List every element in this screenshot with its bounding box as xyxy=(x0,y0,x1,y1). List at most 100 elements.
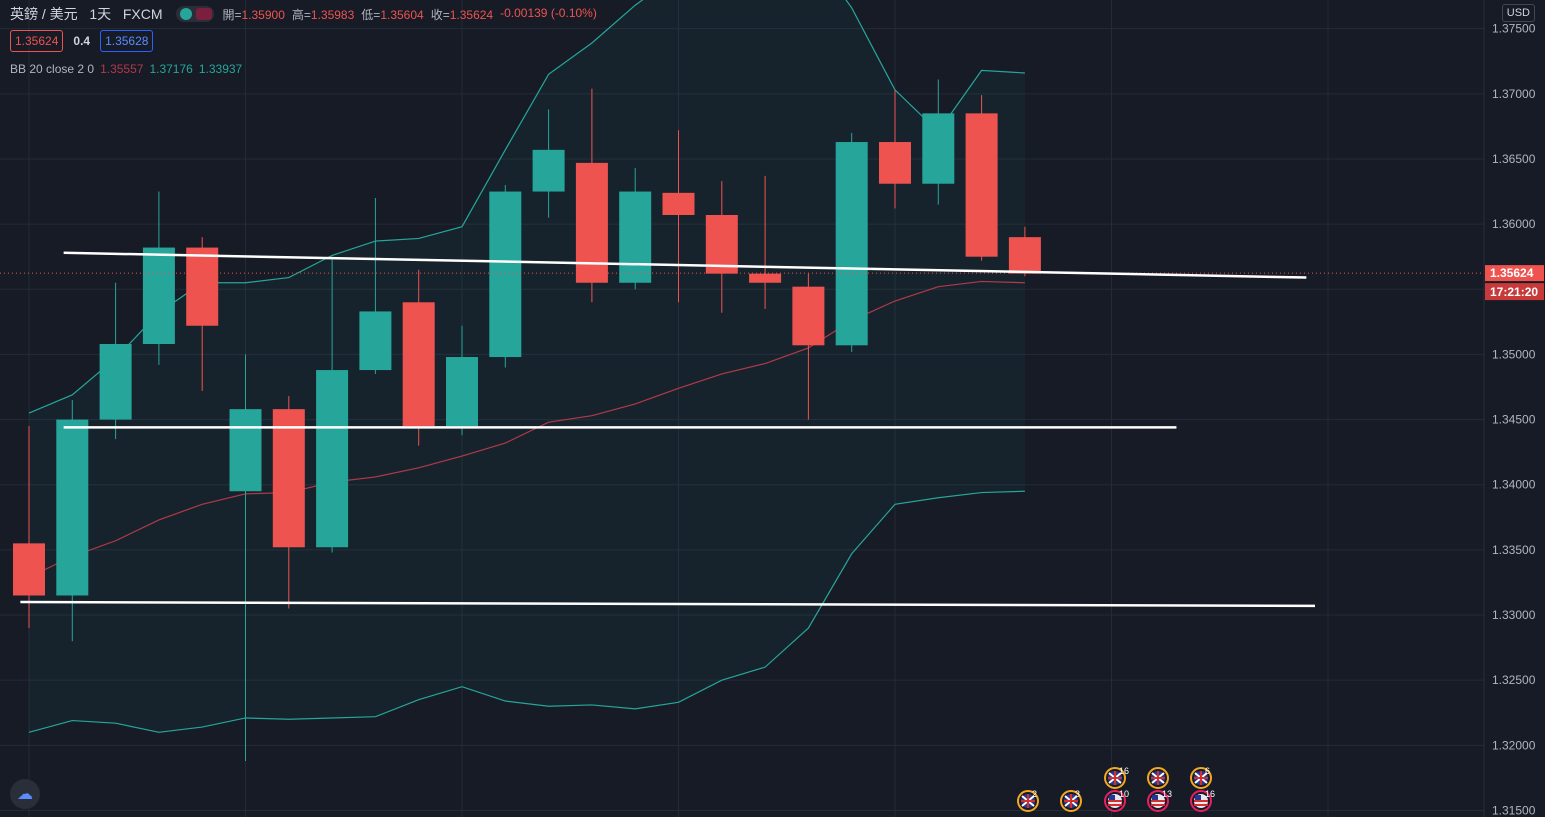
event-count: 6 xyxy=(1205,766,1210,776)
candle-body xyxy=(272,409,305,548)
bb-lower-value: 1.33937 xyxy=(198,62,243,76)
bb-lower-line xyxy=(28,490,1025,733)
price-tick-label: 1.33000 xyxy=(1492,608,1536,622)
candle-body xyxy=(662,192,695,215)
candle-body xyxy=(489,191,522,358)
candle-body xyxy=(922,113,955,184)
event-count: 16 xyxy=(1119,766,1129,776)
close-value: 1.35624 xyxy=(449,7,494,22)
tradingview-logo-button[interactable]: ☁ xyxy=(10,779,40,809)
candle-body xyxy=(56,419,89,596)
event-ring xyxy=(1104,767,1126,789)
price-tick-label: 1.37000 xyxy=(1492,87,1536,101)
price-tick-label: 1.32500 xyxy=(1492,673,1536,687)
bollinger-bands xyxy=(28,0,1025,733)
currency-badge[interactable]: USD xyxy=(1501,4,1535,22)
market-status-toggle[interactable] xyxy=(176,6,215,22)
countdown-tag xyxy=(1485,283,1544,301)
flag-icon xyxy=(196,8,213,20)
event-ring xyxy=(1147,767,1169,789)
last-price-tag xyxy=(1485,265,1544,282)
candle-body xyxy=(359,311,392,371)
event-count: 2 xyxy=(1032,789,1037,799)
event-ring xyxy=(1060,790,1082,812)
candles xyxy=(0,79,1484,761)
bb-basis-value: 1.35557 xyxy=(100,62,144,76)
uk-flag-icon xyxy=(1147,767,1169,789)
candle-body xyxy=(835,142,868,346)
event-ring xyxy=(1104,790,1126,812)
candle-body xyxy=(965,113,998,257)
flag-canton xyxy=(1195,795,1201,800)
chart-legend: 英鎊 / 美元 1天 FXCM 開=1.35900 高=1.35983 低=1.… xyxy=(10,5,597,76)
low-value: 1.35604 xyxy=(380,7,424,22)
high-label: 高= xyxy=(291,7,311,22)
uk-flag-icon: 16 xyxy=(1104,766,1129,789)
price-tick-label: 1.34500 xyxy=(1492,413,1536,427)
event-count: 13 xyxy=(1162,789,1172,799)
change-value: -0.00139 (-0.10%) xyxy=(500,5,597,20)
price-tick-label: 1.34000 xyxy=(1492,478,1536,492)
candle-body xyxy=(99,344,132,420)
bb-indicator-legend[interactable]: BB 20 close 2 0 1.35557 1.37176 1.33937 xyxy=(10,62,597,76)
price-tick-label: 1.32000 xyxy=(1492,738,1536,752)
event-ring xyxy=(1190,767,1212,789)
high-value: 1.35983 xyxy=(310,7,355,22)
low-label: 低= xyxy=(361,7,381,22)
event-count: 16 xyxy=(1205,789,1215,799)
candle-body xyxy=(13,543,45,596)
flag-canton xyxy=(1109,795,1115,800)
event-count: 3 xyxy=(1075,789,1080,799)
candle-body xyxy=(229,409,262,492)
event-count: 10 xyxy=(1119,789,1129,799)
close-label: 收= xyxy=(430,7,450,22)
price-axis[interactable]: 1.375001.370001.365001.360001.355001.350… xyxy=(1483,0,1545,817)
exchange-label: FXCM xyxy=(122,6,163,22)
flag-stripe xyxy=(1108,804,1122,806)
flag-stripe xyxy=(1151,804,1165,806)
uk-flag-icon: 6 xyxy=(1190,766,1212,789)
candle-body xyxy=(879,142,911,184)
bb-indicator-label: BB 20 close 2 0 xyxy=(10,62,95,76)
trendline xyxy=(20,600,1316,608)
uk-flag-icon: 2 xyxy=(1017,789,1039,812)
flag-stripe xyxy=(1151,800,1165,802)
symbol-title[interactable]: 英鎊 / 美元 1天 FXCM xyxy=(10,4,162,24)
event-ring xyxy=(1190,790,1212,812)
last-price-label: 1.35624 xyxy=(1490,266,1534,280)
candle-body xyxy=(792,286,825,346)
bb-fill xyxy=(29,0,1025,733)
bb-upper-value: 1.37176 xyxy=(149,62,193,76)
open-label: 開= xyxy=(222,7,242,22)
price-tick-label: 1.31500 xyxy=(1492,803,1536,817)
economic-events: 16 6 2 3 10 13 16 xyxy=(1017,766,1215,812)
grid xyxy=(0,0,1484,817)
trendline xyxy=(63,251,1307,279)
us-flag-icon: 16 xyxy=(1190,789,1215,812)
buy-price-button[interactable]: 1.35628 xyxy=(100,30,154,52)
price-tick-label: 1.36000 xyxy=(1492,217,1536,231)
flag-stripe xyxy=(1108,800,1122,802)
candle-body xyxy=(1008,237,1041,274)
price-tick-label: 1.36500 xyxy=(1492,152,1536,166)
candle-body xyxy=(316,370,349,548)
candle-body xyxy=(142,247,175,344)
price-tick-label: 1.33500 xyxy=(1492,543,1536,557)
candle-body xyxy=(705,215,738,274)
price-axis-bg xyxy=(1484,0,1545,817)
sell-price-button[interactable]: 1.35624 xyxy=(10,30,64,52)
event-ring xyxy=(1147,790,1169,812)
open-value: 1.35900 xyxy=(241,7,285,22)
candle-body xyxy=(446,357,478,427)
interval-label: 1天 xyxy=(89,6,112,22)
ohlc-values: 開=1.35900 高=1.35983 低=1.35604 收=1.35624 … xyxy=(222,6,596,23)
trendlines xyxy=(20,251,1316,608)
flag-stripe xyxy=(1194,804,1208,806)
symbol-name: 英鎊 / 美元 xyxy=(10,6,78,22)
uk-flag-icon: 3 xyxy=(1060,789,1082,812)
tradingview-logo-icon: ☁ xyxy=(17,786,33,803)
candle-body xyxy=(619,191,652,283)
candle-body xyxy=(749,273,782,283)
event-ring xyxy=(1017,790,1039,812)
